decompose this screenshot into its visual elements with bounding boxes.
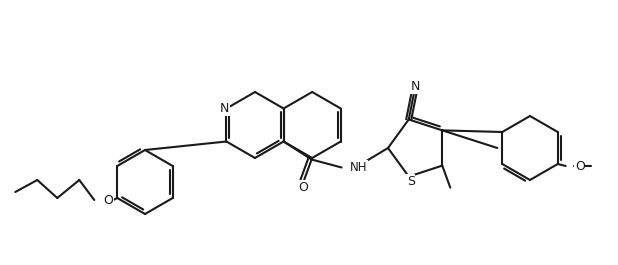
- Text: O: O: [298, 181, 308, 194]
- Text: S: S: [407, 175, 415, 188]
- Text: N: N: [411, 80, 420, 93]
- Text: O: O: [575, 160, 585, 173]
- Text: NH: NH: [350, 161, 367, 174]
- Text: N: N: [220, 102, 229, 115]
- Text: O: O: [103, 193, 113, 206]
